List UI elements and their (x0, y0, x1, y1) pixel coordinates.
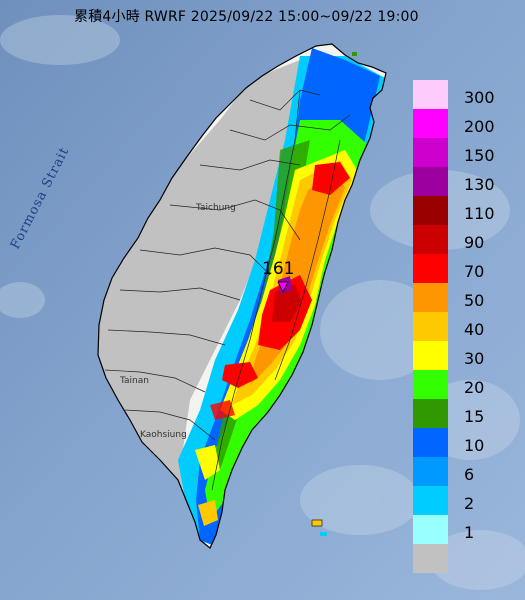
legend-label: 70 (464, 262, 485, 281)
legend-swatch (413, 515, 448, 544)
legend-swatch (413, 370, 448, 399)
city-label-taichung: Taichung (196, 203, 236, 213)
city-label-tainan: Tainan (120, 376, 149, 386)
legend-label: 1 (464, 523, 475, 542)
legend-label: 150 (464, 146, 495, 165)
legend-swatch (413, 457, 448, 486)
legend-label: 15 (464, 407, 485, 426)
legend-swatch (413, 167, 448, 196)
legend-label: 6 (464, 465, 475, 484)
max-value-label: 161 (262, 259, 295, 279)
legend-swatch (413, 138, 448, 167)
map-title: 累積4小時 RWRF 2025/09/22 15:00~09/22 19:00 (74, 9, 419, 25)
county-boundaries (104, 89, 351, 491)
legend-label: 20 (464, 378, 485, 397)
legend-swatch (413, 254, 448, 283)
legend-label: 90 (464, 233, 485, 252)
legend-swatch (413, 80, 448, 109)
legend-swatch (413, 486, 448, 515)
legend-label: 200 (464, 117, 495, 136)
legend-color-bar (413, 80, 448, 573)
cloud-texture (0, 15, 525, 590)
legend-swatch (413, 283, 448, 312)
legend-label: 50 (464, 291, 485, 310)
legend-label: 30 (464, 349, 485, 368)
legend-label: 300 (464, 88, 495, 107)
legend-label: 10 (464, 436, 485, 455)
legend-swatch (413, 225, 448, 254)
keelung-islet (352, 52, 357, 56)
legend-label: 40 (464, 320, 485, 339)
city-label-kaohsiung: Kaohsiung (140, 430, 187, 440)
legend-label: 2 (464, 494, 475, 513)
legend-swatch (413, 399, 448, 428)
legend-label: 110 (464, 204, 495, 223)
legend-label: 130 (464, 175, 495, 194)
island-coastline (97, 43, 387, 549)
green-island (311, 519, 323, 527)
legend-swatch (413, 312, 448, 341)
legend-swatch (413, 109, 448, 138)
max-rainfall-marker (277, 281, 289, 293)
legend-swatch (413, 544, 448, 573)
legend-swatch (413, 196, 448, 225)
legend-swatch (413, 428, 448, 457)
legend-swatch (413, 341, 448, 370)
orchid-island (320, 532, 327, 536)
